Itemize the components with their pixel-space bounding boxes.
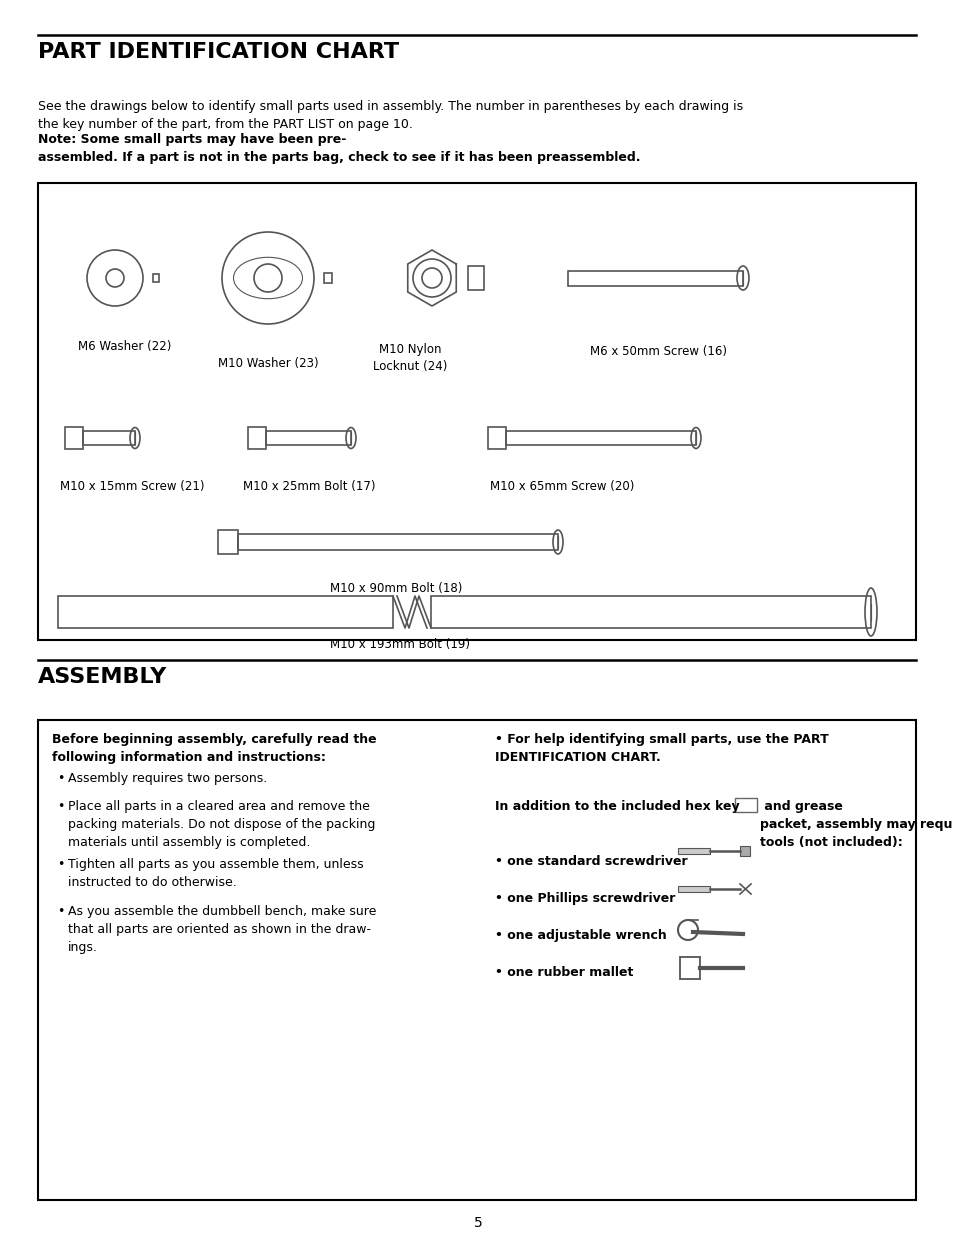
Text: Tighten all parts as you assemble them, unless
instructed to do otherwise.: Tighten all parts as you assemble them, … [68, 858, 363, 889]
Text: M10 Nylon
Locknut (24): M10 Nylon Locknut (24) [373, 343, 447, 373]
Text: •: • [57, 858, 64, 871]
Text: Assembly requires two persons.: Assembly requires two persons. [68, 772, 267, 785]
Bar [678, 885, 709, 892]
Bar [679, 957, 700, 979]
Bar [734, 798, 757, 811]
Text: • one rubber mallet: • one rubber mallet [495, 966, 633, 979]
Text: •: • [57, 800, 64, 813]
Text: •: • [57, 772, 64, 785]
Text: M6 Washer (22): M6 Washer (22) [78, 340, 172, 353]
Text: M10 x 15mm Screw (21): M10 x 15mm Screw (21) [60, 480, 204, 493]
Bar [678, 848, 709, 853]
Text: • For help identifying small parts, use the PART
IDENTIFICATION CHART.: • For help identifying small parts, use … [495, 734, 828, 764]
Text: M10 Washer (23): M10 Washer (23) [218, 357, 318, 370]
Text: • one standard screwdriver: • one standard screwdriver [495, 855, 687, 868]
Bar [740, 846, 749, 856]
Bar [505, 431, 696, 445]
Bar [38, 183, 915, 640]
Text: PART IDENTIFICATION CHART: PART IDENTIFICATION CHART [38, 42, 398, 62]
Text: See the drawings below to identify small parts used in assembly. The number in p: See the drawings below to identify small… [38, 100, 742, 131]
Text: Before beginning assembly, carefully read the
following information and instruct: Before beginning assembly, carefully rea… [52, 734, 376, 764]
Bar [65, 427, 83, 450]
Text: •: • [57, 905, 64, 918]
Bar [248, 427, 266, 450]
Bar [83, 431, 135, 445]
Bar [58, 597, 393, 629]
Bar [324, 273, 332, 283]
Text: and grease
packet, assembly may require the following
tools (not included):: and grease packet, assembly may require … [760, 800, 953, 848]
Bar [38, 720, 915, 1200]
Bar [567, 270, 742, 285]
Bar [152, 274, 159, 282]
Bar [431, 597, 870, 629]
Text: Note: Some small parts may have been pre-
assembled. If a part is not in the par: Note: Some small parts may have been pre… [38, 133, 639, 164]
Bar [266, 431, 351, 445]
Text: 5: 5 [474, 1216, 482, 1230]
Text: M6 x 50mm Screw (16): M6 x 50mm Screw (16) [589, 345, 726, 358]
Text: M10 x 65mm Screw (20): M10 x 65mm Screw (20) [490, 480, 634, 493]
Text: In addition to the included hex key: In addition to the included hex key [495, 800, 739, 813]
Text: As you assemble the dumbbell bench, make sure
that all parts are oriented as sho: As you assemble the dumbbell bench, make… [68, 905, 376, 953]
Bar [218, 530, 237, 555]
Text: • one adjustable wrench: • one adjustable wrench [495, 929, 666, 942]
Text: M10 x 90mm Bolt (18): M10 x 90mm Bolt (18) [330, 582, 462, 595]
Bar [237, 534, 558, 550]
Text: ASSEMBLY: ASSEMBLY [38, 667, 167, 687]
Text: • one Phillips screwdriver: • one Phillips screwdriver [495, 892, 675, 905]
Text: M10 x 25mm Bolt (17): M10 x 25mm Bolt (17) [243, 480, 375, 493]
Bar [468, 266, 483, 290]
Bar [488, 427, 505, 450]
Text: M10 x 193mm Bolt (19): M10 x 193mm Bolt (19) [330, 638, 470, 651]
Text: Place all parts in a cleared area and remove the
packing materials. Do not dispo: Place all parts in a cleared area and re… [68, 800, 375, 848]
